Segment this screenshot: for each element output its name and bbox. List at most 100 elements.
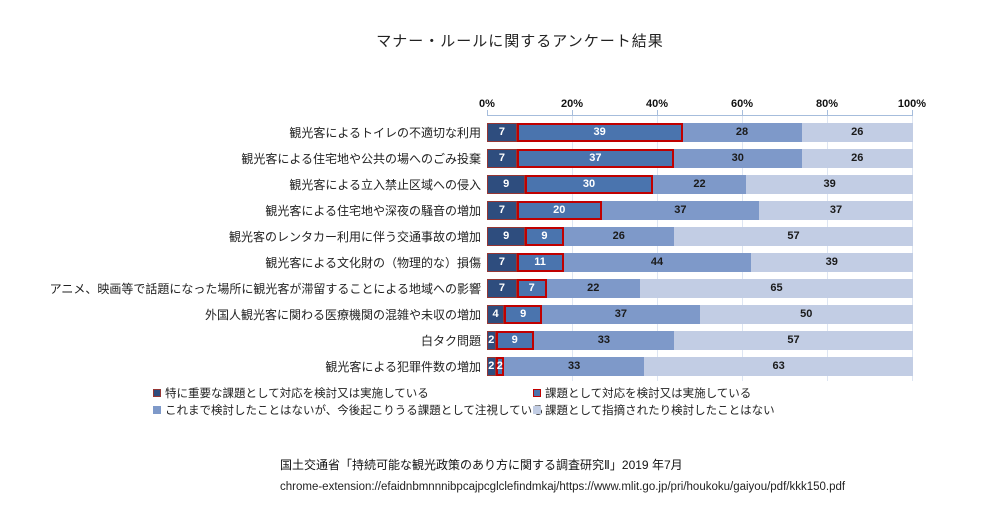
legend-marker [533, 388, 541, 397]
x-axis-tick-label: 80% [815, 98, 839, 110]
bar-segment: 7 [487, 278, 517, 298]
bar-segment: 28 [682, 122, 802, 142]
table-row: 白タク問題 2 9 33 57 [0, 327, 913, 353]
bar-segment: 26 [563, 226, 674, 246]
bar-segment: 26 [801, 122, 913, 142]
category-label: 観光客による住宅地や深夜の騒音の増加 [265, 203, 481, 218]
bar-segment: 39 [746, 174, 913, 194]
bar-segment: 9 [495, 330, 534, 350]
table-row: 観光客による犯罪件数の増加 2 2 33 63 [0, 353, 913, 379]
bar-segment: 7 [487, 148, 517, 168]
bar-segment: 39 [750, 252, 913, 272]
category-label: 外国人観光客に関わる医療機関の混雑や未収の増加 [204, 307, 481, 322]
bar-rows: 観光客によるトイレの不適切な利用 7 39 28 26 観光客による住宅地や公共の場へのご… [0, 119, 913, 379]
x-axis-tick-label: 40% [645, 98, 669, 110]
legend-item: 特に重要な課題として対応を検討又は実施している [153, 385, 533, 401]
table-row: 外国人観光客に関わる医療機関の混雑や未収の増加 4 9 37 50 [0, 301, 913, 327]
bar-segment: 63 [644, 356, 913, 376]
bar-track: 2 2 33 63 [487, 356, 913, 376]
bar-track: 9 30 22 39 [487, 174, 913, 194]
bar-segment: 9 [487, 174, 526, 194]
category-label: アニメ、映画等で話題になった場所に観光客が滞留することによる地域への影響 [49, 281, 481, 296]
bar-segment: 22 [652, 174, 747, 194]
bar-segment: 33 [533, 330, 674, 350]
bar-segment: 57 [674, 330, 913, 350]
gridline [572, 116, 573, 381]
bar-segment: 4 [487, 304, 504, 324]
bar-track: 7 39 28 26 [487, 122, 913, 142]
category-label: 観光客による住宅地や公共の場へのごみ投棄 [241, 151, 481, 166]
axis-tick [827, 110, 828, 116]
axis-tick [657, 110, 658, 116]
bar-segment: 11 [516, 252, 564, 272]
bar-track: 7 11 44 39 [487, 252, 913, 272]
gridline [742, 116, 743, 381]
legend-label: 課題として指摘されたり検討したことはない [545, 404, 775, 417]
legend-label: 特に重要な課題として対応を検討又は実施している [165, 387, 429, 400]
bar-segment: 2 [487, 330, 496, 350]
bar-track: 7 20 37 37 [487, 200, 913, 220]
bar-track: 7 37 30 26 [487, 148, 913, 168]
bar-segment: 9 [487, 226, 526, 246]
category-label: 観光客による立入禁止区域への侵入 [289, 177, 481, 192]
x-axis-tick-label: 60% [730, 98, 754, 110]
axis-tick [742, 110, 743, 116]
bar-segment: 37 [601, 200, 759, 220]
bar-segment: 2 [487, 356, 496, 376]
bar-segment: 7 [487, 200, 517, 220]
bar-segment: 37 [542, 304, 700, 324]
category-label: 観光客のレンタカー利用に伴う交通事故の増加 [228, 229, 481, 244]
bar-segment: 57 [674, 226, 913, 246]
bar-segment: 37 [759, 200, 913, 220]
table-row: 観光客による立入禁止区域への侵入 9 30 22 39 [0, 171, 913, 197]
legend-marker [153, 388, 161, 397]
legend: 特に重要な課題として対応を検討又は実施している 課題として対応を検討又は実施して… [153, 384, 775, 418]
gridline [657, 116, 658, 381]
gridline [912, 116, 913, 381]
plot-area [487, 110, 913, 381]
legend-item: 課題として対応を検討又は実施している [533, 385, 751, 401]
bar-track: 9 9 26 57 [487, 226, 913, 246]
axis-tick [912, 110, 913, 116]
bar-segment: 26 [801, 148, 913, 168]
table-row: 観光客のレンタカー利用に伴う交通事故の増加 9 9 26 57 [0, 223, 913, 249]
category-label: 観光客による犯罪件数の増加 [325, 359, 481, 374]
category-label: 白タク問題 [420, 333, 481, 348]
bar-segment: 20 [516, 200, 602, 220]
legend-item: 課題として指摘されたり検討したことはない [533, 402, 775, 418]
x-axis-tick-label: 100% [897, 98, 927, 110]
bar-track: 2 9 33 57 [487, 330, 913, 350]
category-label: 観光客による文化財の（物理的な）損傷 [265, 255, 481, 270]
source-url: chrome-extension://efaidnbmnnnibpcajpcgl… [280, 481, 846, 493]
bar-segment: 30 [525, 174, 653, 194]
bar-segment: 9 [504, 304, 543, 324]
x-axis-labels: 0% 20% 40% 60% 80% 100% [479, 98, 926, 112]
table-row: アニメ、映画等で話題になった場所に観光客が滞留することによる地域への影響 7 7 22… [0, 275, 913, 301]
bar-track: 4 9 37 50 [487, 304, 913, 324]
bar-segment: 44 [563, 252, 751, 272]
x-axis-tick-label: 20% [560, 98, 584, 110]
bar-segment: 7 [487, 252, 517, 272]
bar-segment: 65 [640, 278, 913, 298]
bar-segment: 50 [699, 304, 913, 324]
gridline [827, 116, 828, 381]
bar-segment: 30 [674, 148, 802, 168]
bar-segment: 9 [525, 226, 564, 246]
axis-tick [572, 110, 573, 116]
bar-segment: 33 [504, 356, 645, 376]
legend-marker [153, 405, 161, 414]
legend-row: これまで検討したことはないが、今後起こりうる課題として注視している 課題として指… [153, 401, 775, 418]
legend-label: これまで検討したことはないが、今後起こりうる課題として注視している [165, 404, 544, 417]
legend-marker [533, 405, 541, 414]
legend-item: これまで検討したことはないが、今後起こりうる課題として注視している [153, 402, 544, 418]
axis-tick [487, 110, 488, 116]
table-row: 観光客による住宅地や深夜の騒音の増加 7 20 37 37 [0, 197, 913, 223]
x-axis-tick-label: 0% [479, 98, 495, 110]
table-row: 観光客による文化財の（物理的な）損傷 7 11 44 39 [0, 249, 913, 275]
bar-segment: 39 [516, 122, 683, 142]
legend-label: 課題として対応を検討又は実施している [545, 387, 752, 400]
table-row: 観光客による住宅地や公共の場へのごみ投棄 7 37 30 26 [0, 145, 913, 171]
bar-segment: 2 [495, 356, 504, 376]
source-text: 国土交通省「持続可能な観光政策のあり方に関する調査研究Ⅱ」2019 年7月 [280, 458, 683, 472]
